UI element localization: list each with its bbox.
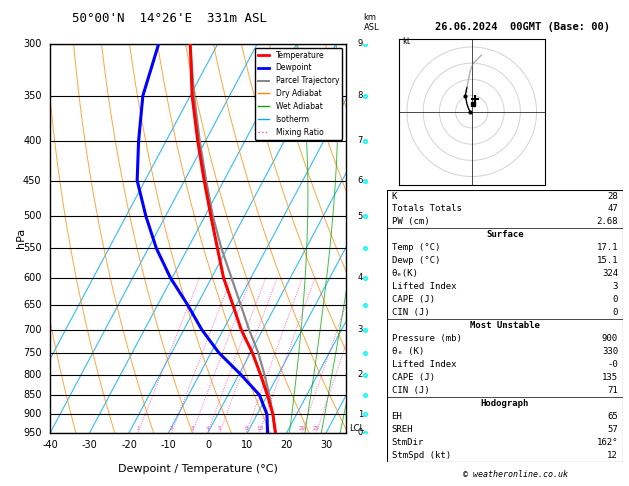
- Text: 1: 1: [136, 426, 140, 431]
- Text: -20: -20: [121, 440, 137, 451]
- Text: 750: 750: [23, 348, 42, 358]
- Text: EH: EH: [391, 412, 403, 421]
- Text: SREH: SREH: [391, 425, 413, 434]
- Text: Pressure (mb): Pressure (mb): [391, 334, 462, 343]
- Text: 550: 550: [23, 243, 42, 253]
- Text: km
ASL: km ASL: [364, 13, 379, 32]
- Text: θₑ(K): θₑ(K): [391, 269, 418, 278]
- Text: 7: 7: [358, 136, 363, 145]
- Text: 17.1: 17.1: [596, 243, 618, 252]
- Text: 135: 135: [602, 373, 618, 382]
- Text: 5: 5: [358, 211, 363, 221]
- Text: CIN (J): CIN (J): [391, 386, 429, 395]
- Text: CAPE (J): CAPE (J): [391, 373, 435, 382]
- Text: 324: 324: [602, 269, 618, 278]
- Text: 65: 65: [607, 412, 618, 421]
- Text: 2.68: 2.68: [596, 217, 618, 226]
- Text: -40: -40: [42, 440, 58, 451]
- Text: 15.1: 15.1: [596, 256, 618, 265]
- Text: Hodograph: Hodograph: [481, 399, 529, 408]
- Text: 500: 500: [23, 211, 42, 221]
- Text: 4: 4: [358, 273, 363, 282]
- Text: CAPE (J): CAPE (J): [391, 295, 435, 304]
- Text: kt: kt: [402, 37, 410, 46]
- Text: Most Unstable: Most Unstable: [470, 321, 540, 330]
- Text: 450: 450: [23, 175, 42, 186]
- Text: 26.06.2024  00GMT (Base: 00): 26.06.2024 00GMT (Base: 00): [435, 22, 610, 32]
- Text: 3: 3: [191, 426, 194, 431]
- Text: CIN (J): CIN (J): [391, 308, 429, 317]
- Text: 900: 900: [23, 409, 42, 419]
- Text: 8: 8: [358, 91, 363, 100]
- Text: K: K: [391, 191, 397, 201]
- Text: 900: 900: [602, 334, 618, 343]
- Text: 30: 30: [320, 440, 332, 451]
- Text: 650: 650: [23, 299, 42, 310]
- Text: 20: 20: [299, 426, 306, 431]
- Text: 2: 2: [170, 426, 174, 431]
- Text: 3: 3: [613, 282, 618, 291]
- Text: 57: 57: [607, 425, 618, 434]
- Text: Dewpoint / Temperature (°C): Dewpoint / Temperature (°C): [118, 464, 278, 474]
- Text: 162°: 162°: [596, 438, 618, 447]
- Text: 1: 1: [358, 410, 363, 419]
- Legend: Temperature, Dewpoint, Parcel Trajectory, Dry Adiabat, Wet Adiabat, Isotherm, Mi: Temperature, Dewpoint, Parcel Trajectory…: [255, 48, 342, 139]
- Text: 71: 71: [607, 386, 618, 395]
- Text: 0: 0: [205, 440, 211, 451]
- Text: 50°00'N  14°26'E  331m ASL: 50°00'N 14°26'E 331m ASL: [72, 12, 267, 25]
- Text: 6: 6: [358, 176, 363, 185]
- Text: 10: 10: [242, 440, 253, 451]
- Text: 0: 0: [613, 295, 618, 304]
- Text: Totals Totals: Totals Totals: [391, 205, 462, 213]
- Text: 5: 5: [218, 426, 221, 431]
- Text: Lifted Index: Lifted Index: [391, 282, 456, 291]
- Text: 800: 800: [23, 369, 42, 380]
- Text: 0: 0: [613, 308, 618, 317]
- Text: PW (cm): PW (cm): [391, 217, 429, 226]
- Text: 0: 0: [358, 428, 363, 437]
- Text: 25: 25: [313, 426, 320, 431]
- Text: 300: 300: [23, 39, 42, 49]
- Text: 400: 400: [23, 136, 42, 146]
- Text: Dewp (°C): Dewp (°C): [391, 256, 440, 265]
- Text: -10: -10: [160, 440, 177, 451]
- Text: 350: 350: [23, 91, 42, 101]
- Text: θₑ (K): θₑ (K): [391, 347, 424, 356]
- Text: StmSpd (kt): StmSpd (kt): [391, 451, 450, 460]
- Text: © weatheronline.co.uk: © weatheronline.co.uk: [464, 469, 568, 479]
- Text: -0: -0: [607, 360, 618, 369]
- Text: 4: 4: [206, 426, 209, 431]
- Text: Surface: Surface: [486, 230, 523, 240]
- Text: 850: 850: [23, 390, 42, 400]
- Text: Temp (°C): Temp (°C): [391, 243, 440, 252]
- Text: 10: 10: [256, 426, 263, 431]
- Text: 330: 330: [602, 347, 618, 356]
- Text: Lifted Index: Lifted Index: [391, 360, 456, 369]
- Text: 12: 12: [607, 451, 618, 460]
- Text: hPa: hPa: [16, 228, 26, 248]
- Text: 28: 28: [607, 191, 618, 201]
- Text: 20: 20: [281, 440, 293, 451]
- Text: 2: 2: [358, 370, 363, 379]
- Text: 47: 47: [607, 205, 618, 213]
- Text: 950: 950: [23, 428, 42, 437]
- Text: 9: 9: [358, 39, 363, 48]
- Text: LCL: LCL: [349, 424, 364, 434]
- Text: StmDir: StmDir: [391, 438, 424, 447]
- Text: 600: 600: [23, 273, 42, 282]
- Text: 700: 700: [23, 325, 42, 334]
- Text: 8: 8: [245, 426, 248, 431]
- Text: 3: 3: [358, 325, 363, 334]
- Text: -30: -30: [82, 440, 97, 451]
